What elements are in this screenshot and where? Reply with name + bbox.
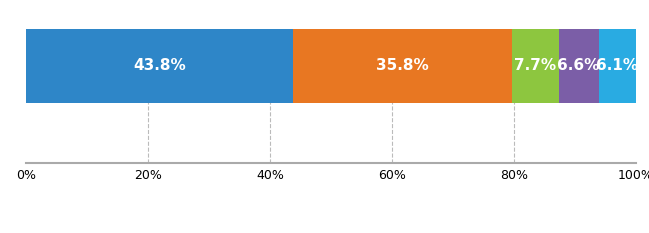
- Bar: [559, 29, 599, 103]
- Text: 6.1%: 6.1%: [596, 58, 639, 73]
- Text: 6.6%: 6.6%: [557, 58, 600, 73]
- Text: 7.7%: 7.7%: [514, 58, 556, 73]
- Bar: [511, 29, 559, 103]
- Text: 43.8%: 43.8%: [133, 58, 186, 73]
- Bar: [599, 29, 636, 103]
- Bar: [293, 29, 511, 103]
- Text: 35.8%: 35.8%: [376, 58, 429, 73]
- Bar: [26, 29, 293, 103]
